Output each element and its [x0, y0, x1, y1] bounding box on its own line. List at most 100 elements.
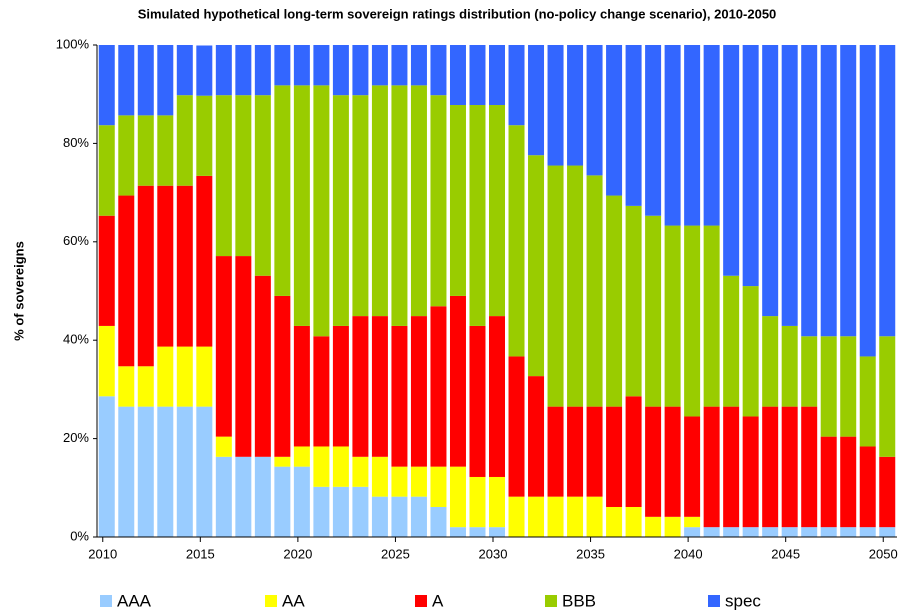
bar-segment	[235, 256, 252, 457]
bar-segment	[586, 406, 603, 497]
bar-segment	[332, 45, 349, 96]
bar-segment	[547, 45, 564, 166]
bar-segment	[762, 406, 779, 528]
bar-segment	[176, 185, 193, 347]
bar-segment	[859, 45, 876, 357]
bar-segment	[371, 316, 388, 457]
bar-segment	[469, 45, 486, 106]
bar-segment	[528, 496, 545, 537]
x-tick-label: 2010	[88, 546, 117, 561]
bar-segment	[430, 466, 447, 507]
bar-segment	[196, 346, 213, 407]
bar-segment	[586, 175, 603, 407]
bar-segment	[879, 527, 896, 537]
bar-segment	[606, 195, 623, 407]
bar-segment	[879, 45, 896, 337]
bar-segment	[645, 406, 662, 517]
bar-segment	[215, 95, 232, 257]
bar-segment	[859, 356, 876, 447]
bar-segment	[703, 225, 720, 407]
bar-segment	[410, 45, 427, 86]
bar-segment	[391, 496, 408, 537]
bar-segment	[859, 446, 876, 528]
bar-segment	[254, 45, 271, 96]
bar-segment	[410, 316, 427, 467]
bar-segment	[293, 325, 310, 447]
bar-segment	[703, 45, 720, 226]
bar-segment	[469, 105, 486, 326]
y-tick-label: 60%	[63, 233, 89, 248]
bar-segment	[684, 527, 701, 537]
bar-segment	[801, 336, 818, 407]
bar-segment	[489, 316, 505, 477]
bar-segment	[118, 45, 135, 116]
bar-segment	[625, 506, 642, 537]
y-tick-label: 0%	[70, 528, 89, 543]
bar-segment	[449, 105, 466, 296]
bar-segment	[586, 496, 603, 537]
bar-segment	[840, 336, 857, 437]
bar-segment	[137, 366, 154, 407]
bar-segment	[137, 406, 154, 537]
legend-swatch	[265, 595, 277, 607]
bar-segment	[606, 406, 623, 507]
bar-segment	[98, 45, 115, 126]
bar-segment	[742, 286, 759, 417]
bar-segment	[684, 225, 701, 417]
bar-segment	[606, 45, 623, 196]
bar-segment	[840, 527, 857, 537]
bar-segment	[762, 527, 779, 537]
bar-segment	[176, 95, 193, 186]
bar-segment	[410, 85, 427, 317]
bar-segment	[98, 215, 115, 326]
bar-segment	[645, 516, 662, 537]
bar-segment	[801, 527, 818, 537]
bar-segment	[781, 45, 798, 326]
bar-segment	[645, 215, 662, 407]
bar-segment	[781, 406, 798, 528]
bar-segment	[196, 45, 213, 96]
bar-segment	[176, 406, 193, 537]
bar-segment	[723, 45, 740, 276]
bar-segment	[430, 95, 447, 307]
bar-segment	[469, 325, 486, 477]
bar-segment	[625, 396, 642, 507]
bar-segment	[879, 456, 896, 528]
bar-segment	[567, 406, 584, 497]
bar-segment	[391, 466, 408, 497]
bar-segment	[547, 496, 564, 537]
bar-segment	[274, 466, 291, 537]
bar-segment	[840, 436, 857, 528]
bar-segment	[137, 45, 154, 116]
bar-segment	[489, 476, 505, 528]
bar-segment	[820, 45, 837, 337]
bar-segment	[762, 316, 779, 407]
bar-segment	[742, 45, 759, 287]
bar-segment	[352, 316, 369, 457]
bar-segment	[723, 275, 740, 407]
bar-segment	[469, 476, 486, 528]
bar-segment	[586, 45, 603, 176]
bar-segment	[723, 406, 740, 528]
y-tick-label: 20%	[63, 430, 89, 445]
bar-segment	[352, 95, 369, 317]
bar-segment	[820, 436, 837, 528]
bar-segment	[489, 105, 505, 317]
bar-segment	[449, 295, 466, 467]
legend-swatch	[100, 595, 112, 607]
bar-segment	[469, 527, 486, 537]
bar-segment	[684, 45, 701, 226]
bar-segment	[547, 406, 564, 497]
bar-segment	[274, 85, 291, 296]
bar-segment	[157, 406, 174, 537]
bar-segment	[528, 45, 545, 156]
bar-segment	[781, 527, 798, 537]
legend-swatch	[708, 595, 720, 607]
bar-segment	[215, 256, 232, 437]
bar-segment	[489, 45, 505, 106]
bar-segment	[332, 325, 349, 447]
bar-segment	[313, 446, 330, 487]
bar-segment	[430, 506, 447, 537]
bar-segment	[332, 446, 349, 487]
